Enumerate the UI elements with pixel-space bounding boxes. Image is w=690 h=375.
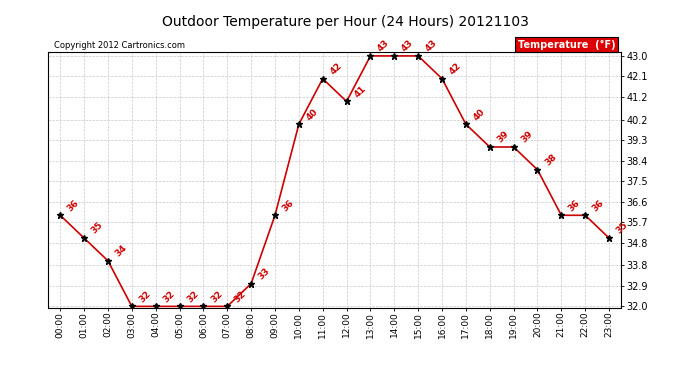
Text: Copyright 2012 Cartronics.com: Copyright 2012 Cartronics.com	[54, 41, 185, 50]
Text: 36: 36	[66, 198, 81, 213]
Text: Temperature  (°F): Temperature (°F)	[518, 40, 615, 50]
Text: 33: 33	[257, 266, 272, 281]
Text: 39: 39	[495, 129, 511, 145]
Text: 43: 43	[376, 39, 391, 54]
Text: 35: 35	[90, 221, 105, 236]
Text: 36: 36	[567, 198, 582, 213]
Text: 40: 40	[471, 107, 486, 122]
Text: 34: 34	[114, 243, 129, 259]
Text: 36: 36	[591, 198, 606, 213]
Text: 42: 42	[328, 61, 344, 76]
Text: 32: 32	[209, 289, 224, 304]
Text: 41: 41	[352, 84, 368, 99]
Text: 39: 39	[519, 129, 535, 145]
Text: 36: 36	[281, 198, 296, 213]
Text: 35: 35	[615, 221, 630, 236]
Text: 43: 43	[424, 39, 439, 54]
Text: 32: 32	[161, 289, 177, 304]
Text: 32: 32	[185, 289, 200, 304]
Text: 43: 43	[400, 39, 415, 54]
Text: 32: 32	[233, 289, 248, 304]
Text: 32: 32	[137, 289, 152, 304]
Text: 38: 38	[543, 152, 558, 168]
Text: 42: 42	[448, 61, 463, 76]
Text: 40: 40	[304, 107, 319, 122]
Text: Outdoor Temperature per Hour (24 Hours) 20121103: Outdoor Temperature per Hour (24 Hours) …	[161, 15, 529, 29]
